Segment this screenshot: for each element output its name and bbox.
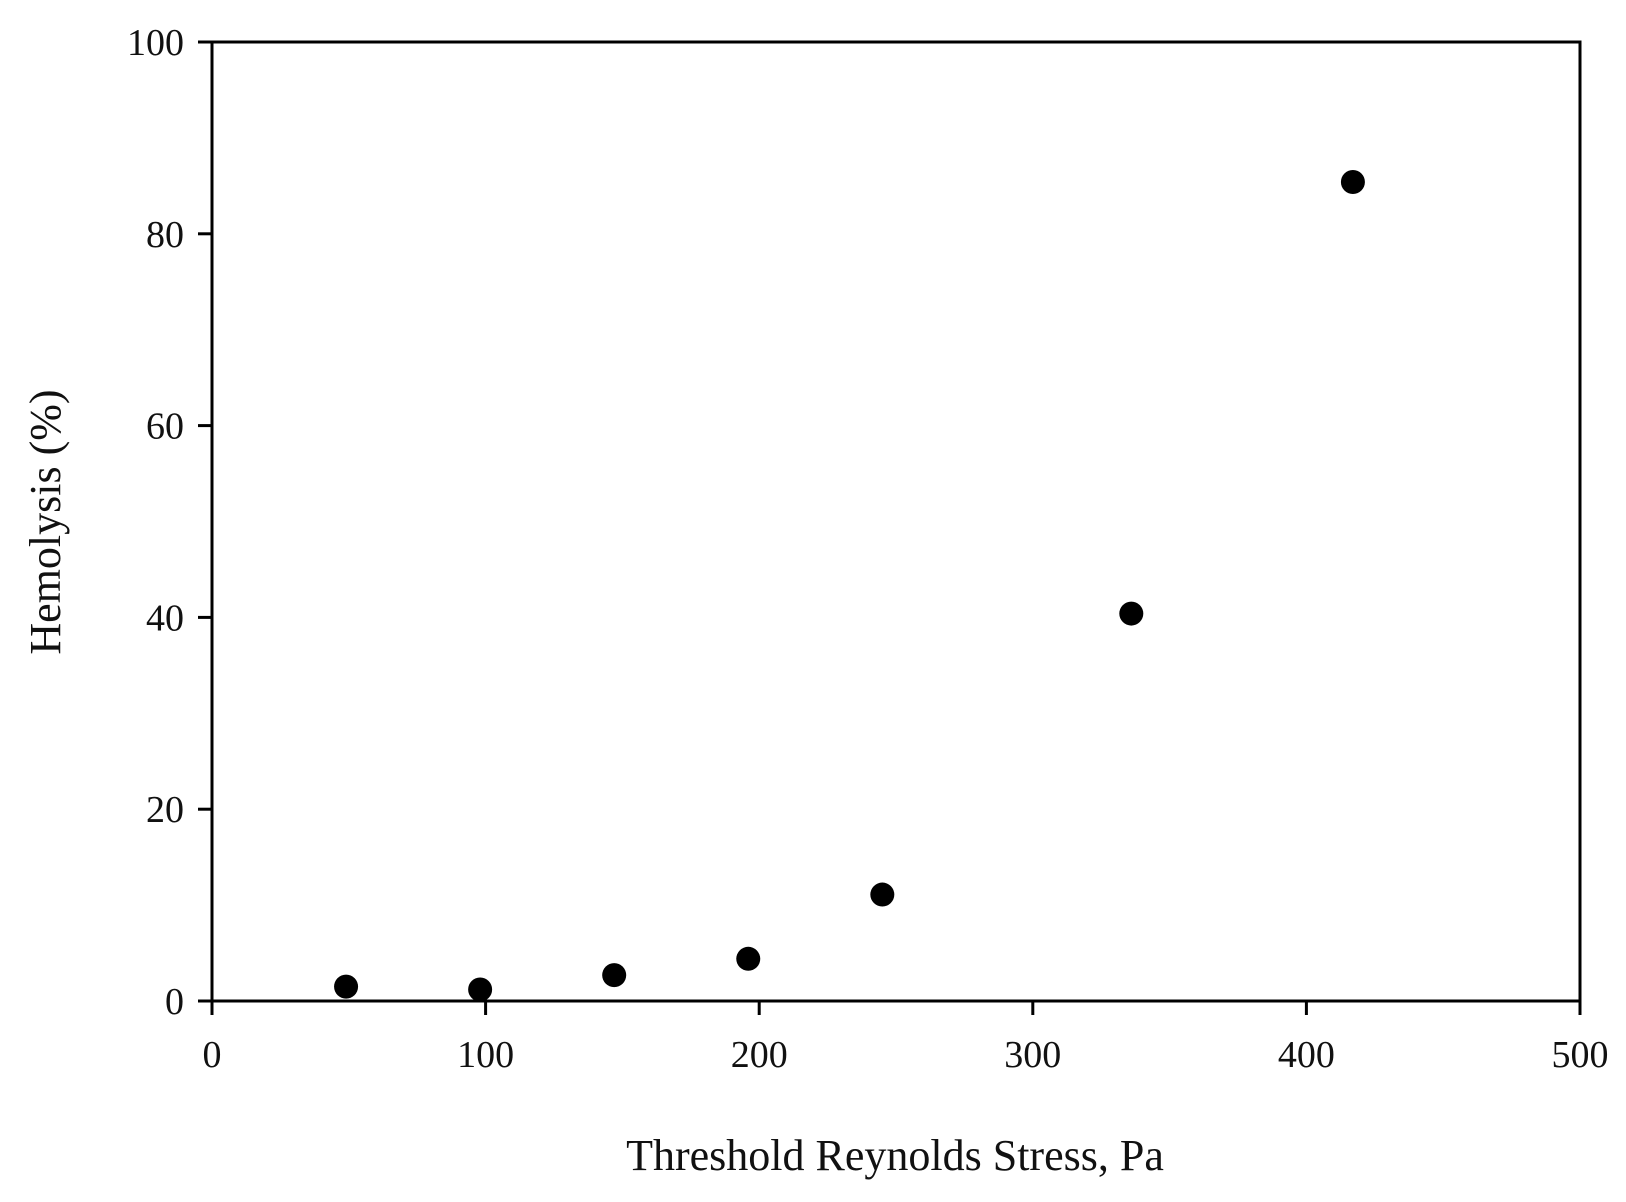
- x-axis: 0 100 200 300 400 500: [203, 1001, 1609, 1076]
- y-tick-label: 40: [146, 597, 184, 639]
- data-point: [602, 963, 627, 988]
- y-axis-title: Hemolysis (%): [21, 389, 70, 654]
- y-tick-label: 0: [165, 981, 184, 1023]
- y-tick-label: 100: [127, 22, 184, 64]
- x-tick-label: 500: [1552, 1034, 1609, 1076]
- x-tick-label: 100: [457, 1034, 514, 1076]
- plot-frame: [210, 40, 1582, 1003]
- y-tick-label: 60: [146, 406, 184, 448]
- x-tick-label: 0: [203, 1034, 222, 1076]
- data-point: [736, 946, 761, 971]
- data-point: [1119, 601, 1144, 626]
- y-tick-label: 20: [146, 789, 184, 831]
- x-tick-label: 200: [731, 1034, 788, 1076]
- plot-area: [210, 40, 1582, 1003]
- data-point: [870, 882, 895, 907]
- y-tick-label: 80: [146, 214, 184, 256]
- data-point: [468, 977, 493, 1002]
- x-tick-label: 300: [1004, 1034, 1061, 1076]
- data-point: [334, 974, 359, 999]
- x-axis-title: Threshold Reynolds Stress, Pa: [626, 1131, 1164, 1180]
- x-tick-label: 400: [1278, 1034, 1335, 1076]
- y-axis: 0 20 40 60 80 100: [127, 22, 212, 1023]
- data-point: [1340, 170, 1365, 195]
- data-points: [334, 170, 1365, 1002]
